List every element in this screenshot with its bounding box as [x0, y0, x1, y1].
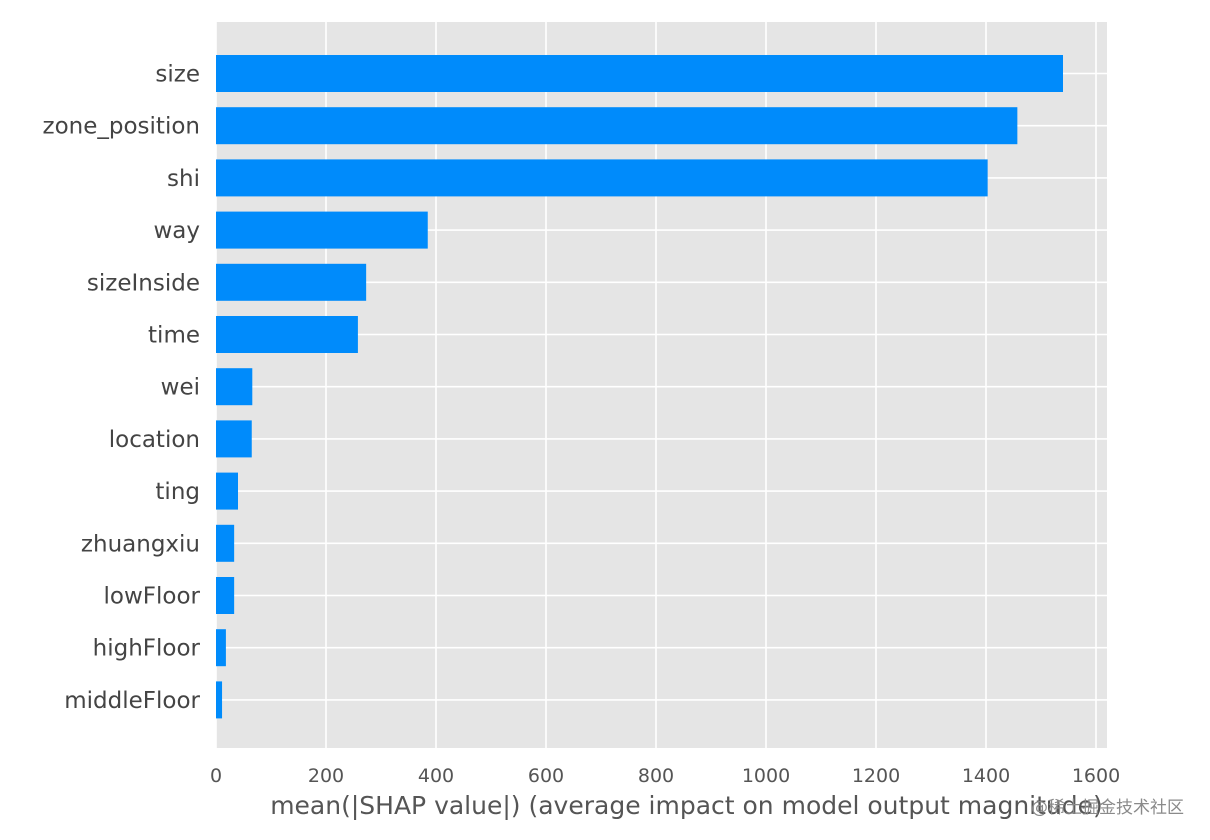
- x-tick-label: 1400: [962, 765, 1010, 787]
- bars: [216, 55, 1063, 719]
- x-tick-label: 600: [528, 765, 564, 787]
- y-tick-label: lowFloor: [104, 584, 201, 610]
- x-tick-labels: 0 200 400 600 800 1000 1200 1400 1600: [210, 765, 1120, 787]
- y-tick-label: highFloor: [93, 636, 201, 662]
- y-tick-label: sizeInside: [87, 270, 200, 296]
- x-tick-label: 1000: [742, 765, 790, 787]
- y-tick-label: zhuangxiu: [81, 531, 200, 557]
- bar-lowFloor: [216, 577, 235, 614]
- y-tick-label: zone_position: [43, 114, 200, 140]
- y-tick-label: wei: [161, 375, 200, 401]
- bar-highFloor: [216, 629, 226, 667]
- watermark: @稀土掘金技术社区: [1031, 798, 1184, 818]
- y-tick-label: shi: [167, 166, 200, 192]
- bar-middleFloor: [216, 681, 223, 719]
- x-tick-label: 200: [308, 765, 344, 787]
- y-tick-label: ting: [155, 479, 200, 505]
- bar-size: [216, 55, 1063, 92]
- y-tick-label: location: [109, 427, 200, 453]
- bar-wei: [216, 368, 253, 406]
- x-tick-label: 0: [210, 765, 222, 787]
- bar-sizeInside: [216, 263, 367, 301]
- bar-zhuangxiu: [216, 524, 235, 562]
- bar-time: [216, 316, 358, 353]
- y-tick-label: way: [153, 218, 200, 244]
- y-tick-label: time: [148, 323, 200, 349]
- bar-location: [216, 420, 252, 458]
- x-axis-label: mean(|SHAP value|) (average impact on mo…: [270, 791, 1103, 820]
- bar-ting: [216, 472, 238, 510]
- x-tick-label: 1200: [852, 765, 900, 787]
- bar-shi: [216, 159, 988, 197]
- x-tick-label: 1600: [1072, 765, 1120, 787]
- y-tick-label: size: [155, 62, 200, 88]
- y-tick-label: middleFloor: [64, 688, 200, 714]
- x-tick-label: 400: [418, 765, 454, 787]
- bar-zone_position: [216, 107, 1018, 145]
- x-tick-label: 800: [638, 765, 674, 787]
- bar-way: [216, 211, 428, 249]
